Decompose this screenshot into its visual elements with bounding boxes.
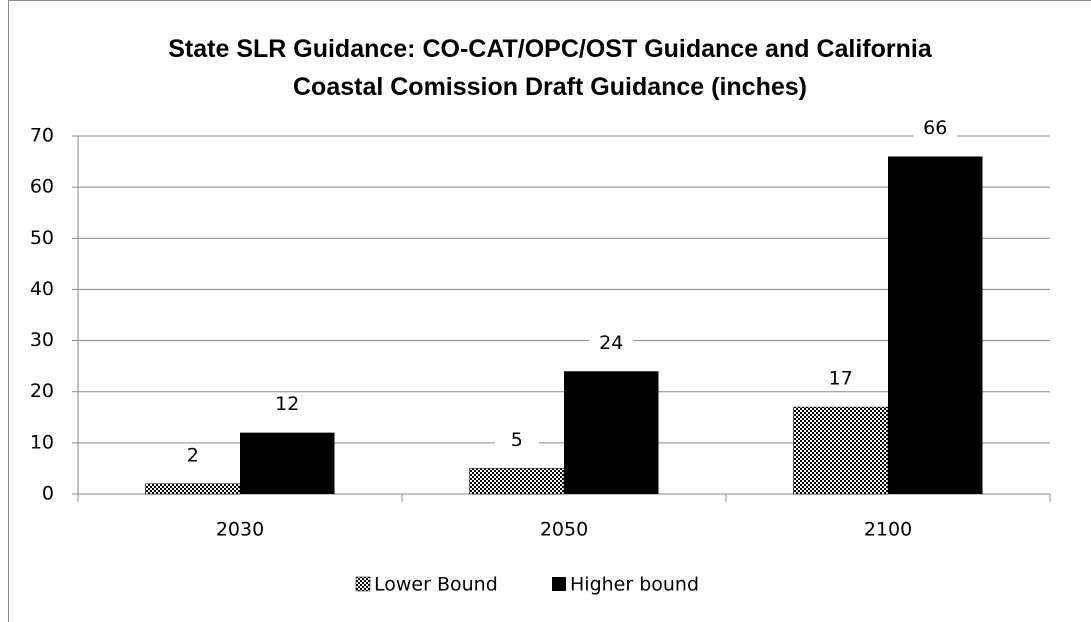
bar bbox=[469, 468, 565, 495]
data-label: 5 bbox=[511, 429, 523, 451]
bar bbox=[793, 406, 889, 495]
label-bg bbox=[818, 367, 863, 392]
data-label: 17 bbox=[829, 368, 853, 390]
y-tick-label: 10 bbox=[30, 431, 54, 453]
bar bbox=[564, 371, 659, 494]
bar bbox=[888, 156, 983, 494]
legend-label: Higher bound bbox=[570, 574, 699, 596]
y-tick-label: 50 bbox=[30, 227, 54, 249]
bar bbox=[145, 483, 241, 495]
label-bg bbox=[265, 392, 310, 417]
x-tick-label: 2050 bbox=[540, 519, 588, 541]
chart-title: State SLR Guidance: CO-CAT/OPC/OST Guida… bbox=[168, 35, 932, 101]
legend-swatch bbox=[355, 576, 371, 592]
label-bg bbox=[589, 331, 634, 356]
x-tick-label: 2100 bbox=[864, 519, 912, 541]
label-bg bbox=[913, 116, 958, 141]
legend-label: Lower Bound bbox=[374, 574, 498, 596]
data-label: 12 bbox=[275, 393, 299, 415]
data-label: 66 bbox=[923, 117, 947, 139]
y-tick-label: 70 bbox=[30, 125, 54, 147]
data-label: 2 bbox=[187, 444, 199, 466]
data-label: 24 bbox=[599, 332, 623, 354]
y-tick-label: 60 bbox=[30, 176, 54, 198]
y-tick-label: 0 bbox=[42, 483, 54, 505]
y-tick-label: 20 bbox=[30, 380, 54, 402]
label-bg bbox=[494, 428, 539, 453]
legend-swatch bbox=[552, 577, 566, 591]
label-bg bbox=[170, 443, 215, 468]
bar bbox=[240, 432, 335, 494]
y-tick-label: 40 bbox=[30, 278, 54, 300]
x-tick-label: 2030 bbox=[216, 519, 264, 541]
y-tick-label: 30 bbox=[30, 329, 54, 351]
